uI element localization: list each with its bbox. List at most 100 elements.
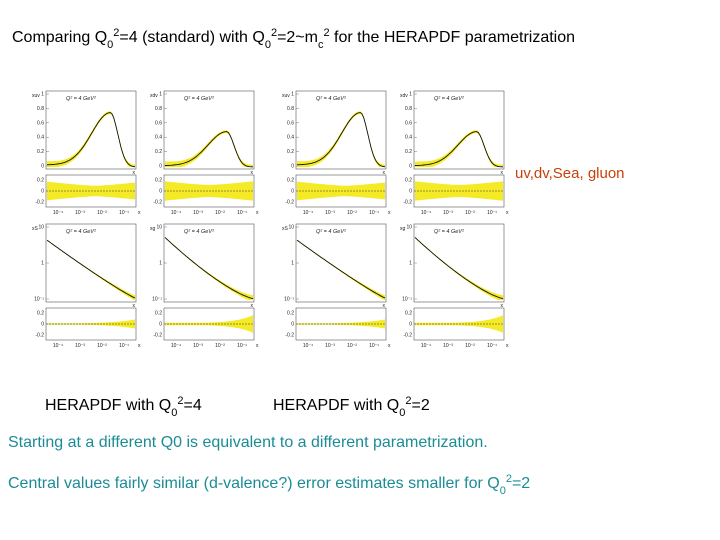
y-tick-label: 0.2 [155,149,162,155]
x-tick-label: 10⁻¹ [369,343,379,349]
x-tick-label: 10⁻⁴ [421,210,431,216]
panel-scale: Q² = 4 GeV² [184,229,214,235]
side-note: uv,dv,Sea, gluon [515,165,625,182]
x-label: x [133,170,136,176]
y-tick-label: 0.8 [405,106,412,112]
ratio-tick-label: -0.2 [153,200,162,206]
y-tick-label: 10 [156,225,162,231]
y-tick-label: 0.6 [37,120,44,126]
panel-scale: Q² = 4 GeV² [434,229,464,235]
ratio-tick-label: 0 [41,189,44,195]
ratio-tick-label: -0.2 [285,200,294,206]
ratio-tick-label: 0.2 [155,178,162,184]
x-label: x [501,170,504,176]
panel-label: xS [282,226,289,232]
y-tick-label: 0.4 [405,135,412,141]
panel-frame [163,90,255,170]
text-part: 2 [177,395,183,407]
y-tick-label: 0.2 [37,149,44,155]
text-part: c [318,39,324,51]
x-label: x [256,210,259,216]
error-band [415,236,503,300]
text-part: 0 [500,485,506,497]
x-tick-label: 10⁻² [215,210,225,216]
ratio-tick-label: -0.2 [403,333,412,339]
panel-label: xdv [400,93,408,99]
y-tick-label: 0.6 [287,120,294,126]
text-part: =4 [184,397,202,414]
y-tick-label: 0.2 [405,149,412,155]
panel-scale: Q² = 4 GeV² [434,96,464,102]
x-tick-label: 10⁻² [347,343,357,349]
central-curve [414,131,504,168]
ratio-tick-label: 0 [409,189,412,195]
plot-area: xuv Q² = 4 GeV² 1 0.8 0.6 0.4 0.2 0 0.2 0 -0.2 10⁻⁴… [32,90,509,349]
panel-label: xg [150,226,156,232]
x-label: x [383,170,386,176]
y-tick-label: 0.4 [287,135,294,141]
text-part: =2~m [277,29,318,46]
text-part: 0 [107,39,113,51]
panel-scale: Q² = 4 GeV² [66,229,96,235]
y-tick-label: 10 [288,225,294,231]
text-part: Central values fairly similar (d-valence… [8,475,500,492]
y-tick-label: 0 [291,164,294,170]
x-tick-label: 10⁻² [97,343,107,349]
panel-scale: Q² = 4 GeV² [66,96,96,102]
text-part: Starting at a different Q0 is equivalent… [8,434,488,451]
text-part: 0 [171,407,177,419]
central-curve [414,237,504,300]
y-tick-label: 1 [409,261,412,267]
central-curve [296,239,386,299]
ratio-tick-label: 0 [159,322,162,328]
x-label: x [506,343,509,349]
central-curve [164,131,254,168]
x-tick-label: 10⁻⁴ [53,343,63,349]
x-tick-label: 10⁻⁴ [303,210,313,216]
panel-frame [163,223,255,303]
central-curve [296,112,386,168]
y-tick-label: 1 [409,92,412,98]
error-band [165,236,253,300]
ratio-tick-label: 0.2 [287,311,294,317]
x-label: x [251,303,254,309]
x-tick-label: 10⁻³ [75,343,85,349]
ratio-tick-label: 0 [291,322,294,328]
x-tick-label: 10⁻⁴ [303,343,313,349]
panel-frame [45,90,137,170]
x-tick-label: 10⁻² [465,210,475,216]
text-part: 2 [323,27,329,39]
y-tick-label: 0.2 [287,149,294,155]
x-tick-label: 10⁻¹ [237,343,247,349]
y-tick-label: 0.8 [155,106,162,112]
text-part: HERAPDF with Q [273,397,399,414]
y-tick-label: 0.8 [37,106,44,112]
text-part: =2 [512,475,530,492]
conclusion: Starting at a different Q0 is equivalent… [8,434,488,451]
y-tick-label: 1 [291,261,294,267]
text-part: =4 (standard) with Q [119,29,264,46]
ratio-tick-label: -0.2 [35,200,44,206]
x-tick-label: 10⁻² [215,343,225,349]
y-tick-label: 0.4 [37,135,44,141]
text-part: HERAPDF with Q [45,397,171,414]
y-tick-label: 10⁻¹ [152,297,162,303]
x-label: x [133,303,136,309]
text-part: 2 [506,473,512,485]
central-curve [46,239,136,299]
y-tick-label: 1 [291,92,294,98]
x-tick-label: 10⁻⁴ [171,210,181,216]
ratio-tick-label: 0.2 [37,178,44,184]
ratio-tick-label: -0.2 [285,333,294,339]
panel-label: xuv [282,93,290,99]
panel-frame [413,90,505,170]
y-tick-label: 0.6 [155,120,162,126]
x-label: x [388,343,391,349]
ratio-tick-label: 0.2 [155,311,162,317]
text-part: 0 [399,407,405,419]
panel-frame [413,223,505,303]
panel-frame [295,90,387,170]
ratio-tick-label: -0.2 [403,200,412,206]
y-tick-label: 10⁻¹ [284,297,294,303]
text-part: 2 [113,27,119,39]
